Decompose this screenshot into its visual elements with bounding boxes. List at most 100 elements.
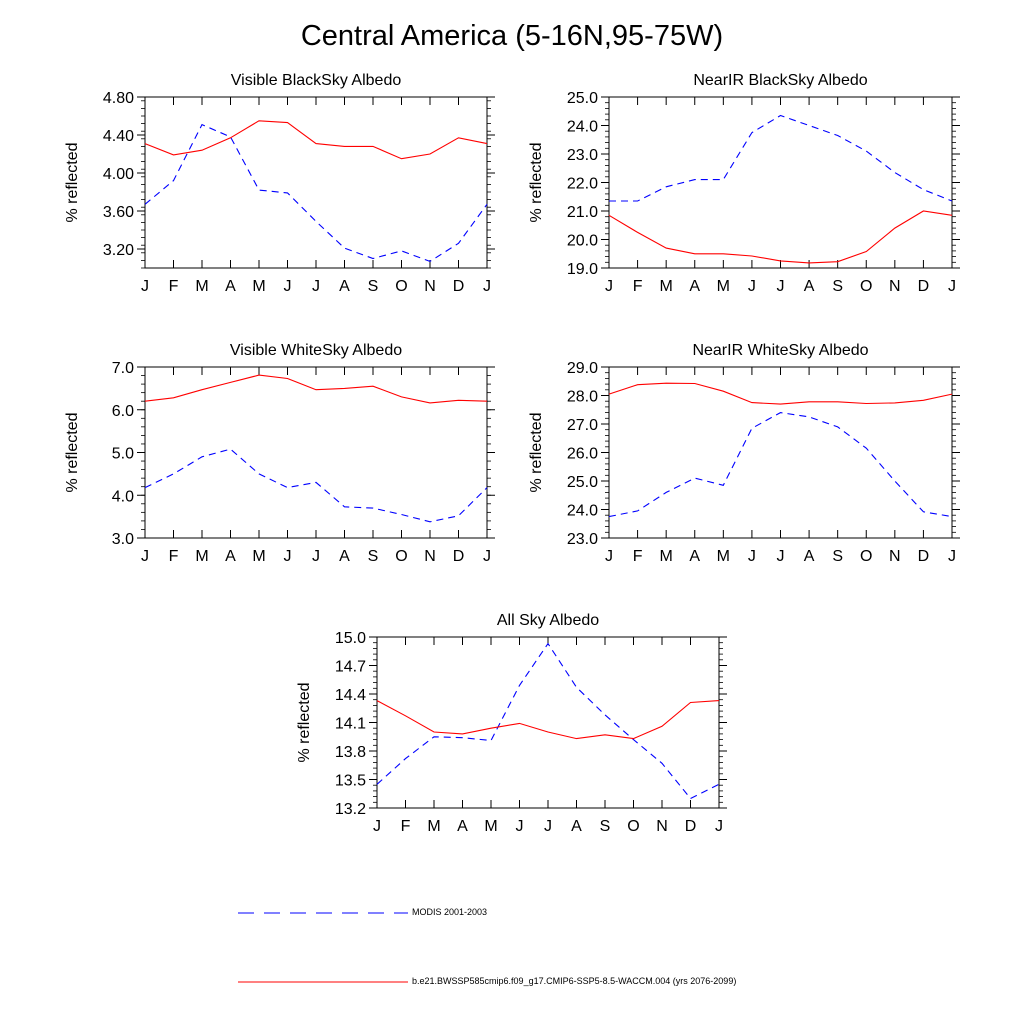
y-tick-label: 6.0 [112, 403, 134, 420]
x-tick-label: A [225, 548, 236, 565]
x-tick-label: N [889, 278, 901, 295]
x-tick-label: A [339, 548, 350, 565]
x-tick-label: J [948, 278, 956, 295]
series-line-model [376, 700, 720, 740]
x-tick-label: J [312, 548, 320, 565]
y-axis-label: % reflected [64, 412, 81, 492]
series-line-modis [144, 123, 488, 263]
y-tick-label: 4.80 [103, 90, 134, 107]
y-tick-label: 14.7 [335, 659, 366, 676]
y-tick-label: 29.0 [567, 360, 598, 377]
plot-frame [144, 96, 488, 269]
x-tick-label: J [605, 278, 613, 295]
x-tick-label: J [483, 278, 491, 295]
y-tick-label: 24.0 [567, 119, 598, 136]
plot-frame [608, 96, 953, 269]
legend-label-modis: MODIS 2001-2003 [412, 907, 488, 917]
panel-title: Visible BlackSky Albedo [231, 72, 402, 89]
y-tick-label: 19.0 [567, 261, 598, 278]
x-tick-label: M [484, 818, 497, 835]
x-tick-label: O [395, 278, 407, 295]
x-tick-label: J [748, 278, 756, 295]
x-tick-label: F [401, 818, 411, 835]
y-tick-label: 4.40 [103, 128, 134, 145]
series-line-model [608, 210, 953, 264]
y-tick-label: 27.0 [567, 417, 598, 434]
x-tick-label: O [860, 548, 872, 565]
x-tick-label: F [169, 548, 179, 565]
x-tick-label: M [717, 278, 730, 295]
y-tick-label: 3.60 [103, 204, 134, 221]
x-tick-label: S [600, 818, 611, 835]
legend-label-model: b.e21.BWSSP585cmip6.f09_g17.CMIP6-SSP5-8… [412, 976, 737, 986]
x-tick-label: O [395, 548, 407, 565]
y-tick-label: 25.0 [567, 474, 598, 491]
y-tick-label: 24.0 [567, 503, 598, 520]
x-tick-label: D [453, 548, 465, 565]
x-tick-label: O [860, 278, 872, 295]
y-tick-label: 13.8 [335, 744, 366, 761]
x-tick-label: N [656, 818, 668, 835]
x-tick-label: A [571, 818, 582, 835]
x-tick-label: S [368, 278, 379, 295]
x-tick-label: S [832, 548, 843, 565]
x-tick-label: J [715, 818, 723, 835]
x-tick-label: D [685, 818, 697, 835]
x-tick-label: M [195, 548, 208, 565]
plot-frame [376, 636, 720, 809]
x-tick-label: A [225, 278, 236, 295]
series-line-modis [609, 114, 953, 202]
x-tick-label: D [918, 278, 930, 295]
x-tick-label: J [284, 278, 292, 295]
y-axis-label: % reflected [528, 412, 545, 492]
x-tick-label: S [368, 548, 379, 565]
y-tick-label: 26.0 [567, 446, 598, 463]
x-tick-label: J [141, 548, 149, 565]
y-tick-label: 4.0 [112, 488, 134, 505]
x-tick-label: F [633, 548, 643, 565]
y-tick-label: 4.00 [103, 166, 134, 183]
x-tick-label: M [252, 548, 265, 565]
y-tick-label: 3.20 [103, 242, 134, 259]
panel-title: NearIR BlackSky Albedo [693, 72, 867, 89]
y-tick-label: 14.1 [335, 716, 366, 733]
x-tick-label: J [516, 818, 524, 835]
series-line-modis [376, 642, 720, 800]
x-tick-label: D [918, 548, 930, 565]
x-tick-label: J [284, 548, 292, 565]
panel-title: All Sky Albedo [497, 612, 599, 629]
x-tick-label: M [427, 818, 440, 835]
x-tick-label: J [748, 548, 756, 565]
y-tick-label: 20.0 [567, 233, 598, 250]
y-axis-label: % reflected [64, 142, 81, 222]
series-line-model [144, 374, 488, 404]
x-tick-label: J [373, 818, 381, 835]
plot-frame [608, 366, 953, 539]
x-tick-label: F [633, 278, 643, 295]
y-tick-label: 25.0 [567, 90, 598, 107]
x-tick-label: M [660, 548, 673, 565]
x-tick-label: D [453, 278, 465, 295]
x-tick-label: N [424, 548, 436, 565]
y-tick-label: 13.2 [335, 801, 366, 818]
x-tick-label: N [424, 278, 436, 295]
y-tick-label: 14.4 [335, 687, 366, 704]
y-axis-label: % reflected [296, 682, 313, 762]
x-tick-label: S [832, 278, 843, 295]
x-tick-label: F [169, 278, 179, 295]
x-tick-label: A [689, 548, 700, 565]
y-axis-label: % reflected [528, 142, 545, 222]
figure-title: Central America (5-16N,95-75W) [300, 20, 724, 52]
x-tick-label: M [252, 278, 265, 295]
y-tick-label: 3.0 [112, 531, 134, 548]
series-line-model [608, 382, 953, 405]
x-tick-label: A [457, 818, 468, 835]
y-tick-label: 23.0 [567, 531, 598, 548]
panel-title: Visible WhiteSky Albedo [230, 342, 402, 359]
x-tick-label: A [339, 278, 350, 295]
y-tick-label: 23.0 [567, 147, 598, 164]
y-tick-label: 7.0 [112, 360, 134, 377]
